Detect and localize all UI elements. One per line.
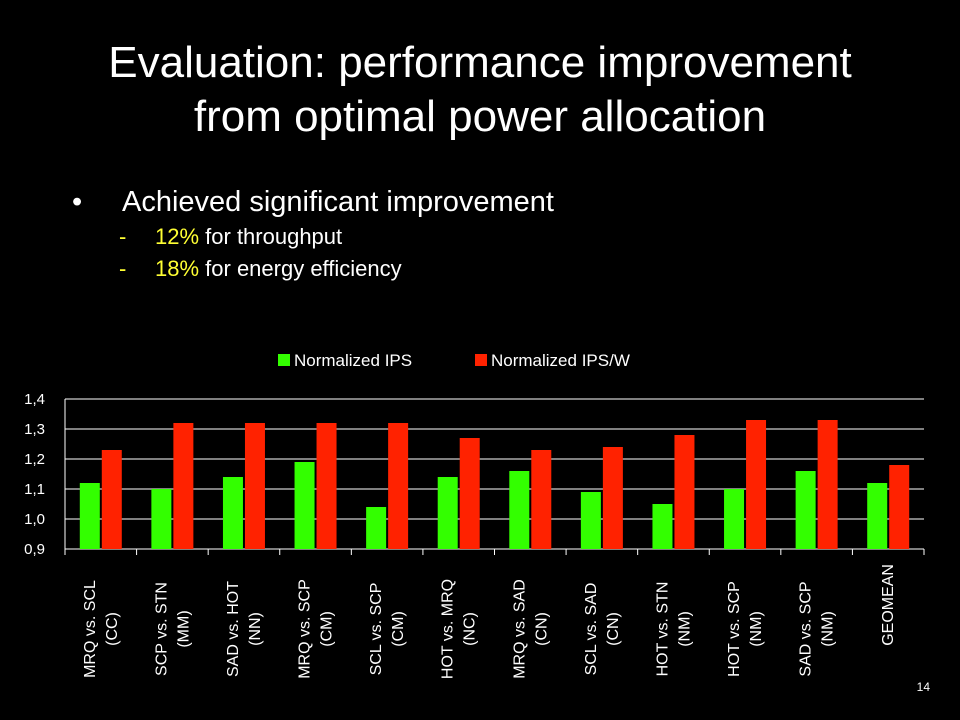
sub-bullet-energy: - 18% for energy efficiency <box>119 253 554 285</box>
x-tick-label: SCP vs. STN (MM) <box>153 582 192 676</box>
slide-title: Evaluation: performance improvement from… <box>0 36 960 144</box>
x-tick-label: HOT vs. MRQ (NC) <box>440 579 479 679</box>
bar <box>79 483 100 549</box>
x-tick-label-line: (CN) <box>605 612 622 646</box>
energy-percent: 18% <box>155 256 200 281</box>
bar <box>817 420 838 549</box>
x-tick-label: SAD vs. SCP (NM) <box>798 581 837 676</box>
x-tick-label-line: (NM) <box>748 611 765 647</box>
x-tick-label-line: GEOMEAN <box>880 564 897 646</box>
slide-title-line1: Evaluation: performance improvement <box>108 38 852 87</box>
x-tick-label-line: HOT vs. SCP <box>726 581 743 677</box>
y-tick-label: 1,0 <box>24 511 45 528</box>
bullet-list: • Achieved significant improvement - 12%… <box>72 183 554 285</box>
y-tick-label: 1,4 <box>24 391 45 408</box>
bar <box>244 423 265 549</box>
x-tick-label-line: SCP vs. STN <box>153 582 170 676</box>
slide-number: 14 <box>916 680 930 694</box>
legend-swatch <box>475 354 487 366</box>
sub-bullet-throughput: - 12% for throughput <box>119 221 554 253</box>
x-tick-label: HOT vs. STN (NM) <box>654 582 693 677</box>
y-tick-label: 1,3 <box>24 421 45 438</box>
y-tick-label: 1,1 <box>24 481 45 498</box>
bar <box>652 504 673 549</box>
x-tick-label: HOT vs. SCP (NM) <box>726 581 765 677</box>
x-tick-label-line: SCL vs. SCP <box>368 583 385 676</box>
bar <box>388 423 409 549</box>
x-tick-label-line: HOT vs. STN <box>654 582 671 677</box>
bullet-item: • Achieved significant improvement <box>72 183 554 221</box>
x-tick-label-line: (CM) <box>390 611 407 647</box>
bar <box>580 492 601 549</box>
bullet-dot: • <box>72 186 83 218</box>
x-tick-label: GEOMEAN <box>880 564 897 646</box>
bar <box>294 462 315 549</box>
x-tick-label-line: (NM) <box>820 611 837 647</box>
x-tick-label-line: SAD vs. SCP <box>798 581 815 676</box>
legend-label: Normalized IPS <box>294 351 412 370</box>
x-tick-label-line: MRQ vs. SCL <box>82 580 99 678</box>
sub-bullet-dash: - <box>119 256 127 281</box>
y-tick-label: 0,9 <box>24 541 45 558</box>
bar <box>795 471 816 549</box>
bar <box>437 477 458 549</box>
bar <box>746 420 767 549</box>
bar <box>316 423 337 549</box>
x-tick-label-line: MRQ vs. SCP <box>297 579 314 679</box>
x-tick-label: SCL vs. SCP (CM) <box>368 583 407 676</box>
throughput-percent: 12% <box>155 224 200 249</box>
x-tick-label-line: MRQ vs. SAD <box>511 579 528 679</box>
bar <box>867 483 888 549</box>
x-tick-label-line: (NM) <box>676 611 693 647</box>
x-tick-label-line: SAD vs. HOT <box>225 581 242 677</box>
throughput-text: for throughput <box>199 224 343 249</box>
x-tick-label: SCL vs. SAD (CN) <box>583 583 622 676</box>
bar <box>101 450 122 549</box>
x-tick-label-line: (CM) <box>319 611 336 647</box>
bar <box>724 489 745 549</box>
bar <box>459 438 480 549</box>
x-tick-label-line: (NC) <box>462 612 479 646</box>
x-tick-label: MRQ vs. SAD (CN) <box>511 579 550 679</box>
energy-text: for energy efficiency <box>199 256 402 281</box>
bar <box>602 447 623 549</box>
legend-label: Normalized IPS/W <box>491 351 630 370</box>
bar <box>151 489 172 549</box>
bar <box>509 471 530 549</box>
x-tick-label: MRQ vs. SCL (CC) <box>82 580 121 678</box>
bar <box>173 423 194 549</box>
bar <box>366 507 387 549</box>
x-tick-label: SAD vs. HOT (NN) <box>225 581 264 677</box>
bullet-text: Achieved significant improvement <box>122 186 554 218</box>
slide-title-line2: from optimal power allocation <box>193 92 767 141</box>
x-tick-label-line: (CN) <box>533 612 550 646</box>
legend-swatch <box>278 354 290 366</box>
bar <box>222 477 243 549</box>
y-tick-label: 1,2 <box>24 451 45 468</box>
bar <box>674 435 695 549</box>
bar <box>531 450 552 549</box>
sub-bullet-dash: - <box>119 224 127 249</box>
x-tick-label-line: (MM) <box>175 610 192 647</box>
bar <box>889 465 910 549</box>
x-tick-label-line: (CC) <box>104 612 121 646</box>
x-tick-label-line: HOT vs. MRQ <box>440 579 457 679</box>
x-tick-label-line: (NN) <box>247 612 264 646</box>
x-tick-label-line: SCL vs. SAD <box>583 583 600 676</box>
x-tick-label: MRQ vs. SCP (CM) <box>297 579 336 679</box>
